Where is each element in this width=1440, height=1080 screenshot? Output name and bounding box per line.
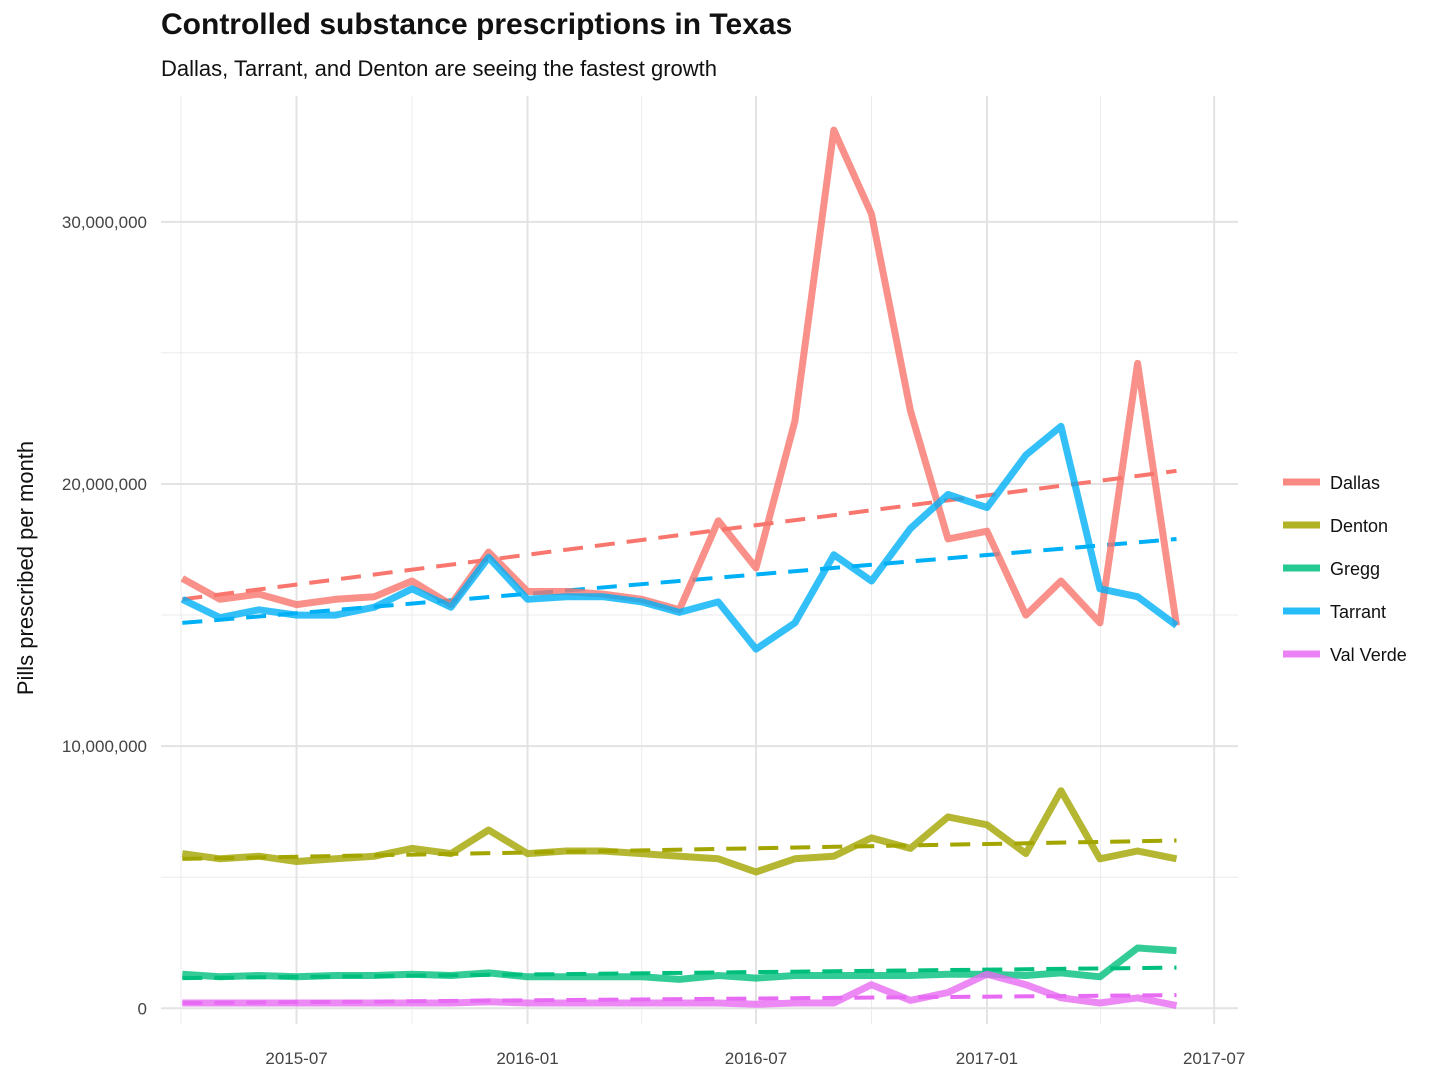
y-tick-label: 30,000,000 (62, 213, 147, 232)
y-tick-label: 20,000,000 (62, 475, 147, 494)
x-tick-label: 2016-07 (725, 1049, 787, 1068)
axis-labels: 0 10,000,000 20,000,000 30,000,000 2015-07 20… (13, 213, 1245, 1068)
x-tick-label: 2017-01 (956, 1049, 1018, 1068)
x-tick-label: 2015-07 (265, 1049, 327, 1068)
trend-lines (182, 468, 1177, 1006)
legend-label: Denton (1330, 516, 1388, 536)
chart-title: Controlled substance prescriptions in Te… (161, 8, 793, 41)
series-line (182, 970, 1178, 1010)
legend-label: Tarrant (1330, 602, 1386, 622)
series-lines (180, 126, 1180, 1010)
legend-label: Gregg (1330, 559, 1380, 579)
y-tick-label: 10,000,000 (62, 737, 147, 756)
chart-subtitle: Dallas, Tarrant, and Denton are seeing t… (161, 56, 718, 81)
trend-line (182, 468, 1177, 602)
y-tick-label: 0 (138, 999, 147, 1018)
legend: Dallas Denton Gregg Tarrant Val Verde (1283, 473, 1407, 665)
y-axis-title: Pills prescribed per month (13, 441, 38, 695)
series-line (182, 944, 1177, 983)
grid-lines (161, 96, 1238, 1024)
legend-label: Val Verde (1330, 645, 1407, 665)
series-line (181, 787, 1178, 876)
x-tick-label: 2016-01 (496, 1049, 558, 1068)
x-tick-label: 2017-07 (1183, 1049, 1245, 1068)
legend-label: Dallas (1330, 473, 1380, 493)
series-line (180, 422, 1179, 653)
trend-line (182, 537, 1177, 625)
